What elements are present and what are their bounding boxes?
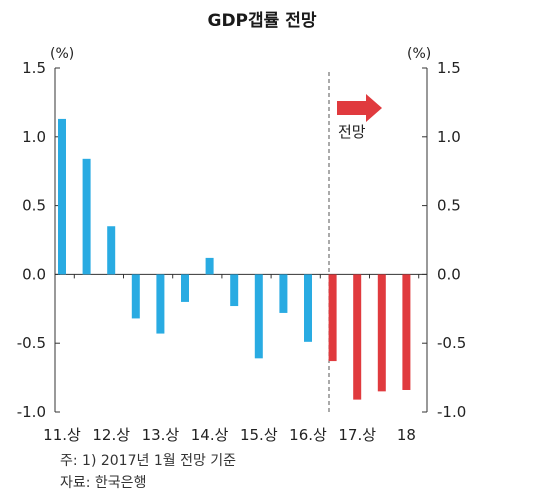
bar-actual [279,274,288,313]
note-line-2: 자료: 한국은행 [60,475,146,491]
y-tick-label-left: 0.5 [22,197,46,215]
bar-actual [156,274,165,334]
right-tick-labels: 1.5 1.0 0.5 0.0 -0.5 -1.0 [422,59,466,421]
bar-actual [131,274,140,319]
chart-title: GDP갭률 전망 [207,11,316,31]
left-unit-label: (%) [50,46,74,62]
x-tick-label: 12.상 [92,426,130,444]
bar-forecast [328,274,337,362]
x-tick-label: 11.상 [43,426,81,444]
y-tick-label-right: 1.0 [437,128,461,146]
x-tick-label: 14.상 [191,426,229,444]
forecast-label: 전망 [338,123,366,141]
bar-actual [205,257,214,275]
y-tick-label-left: 0.0 [22,265,46,283]
x-tick-label: 16.상 [289,426,327,444]
y-tick-label-left: -1.0 [17,403,46,421]
bar-forecast [377,274,386,392]
bar-actual [254,274,263,359]
bar-actual [181,274,189,302]
bar-actual [230,274,239,307]
x-tick-label: 18 [397,426,416,444]
bar-actual [107,226,116,275]
bars [58,118,420,400]
bar-actual [58,118,66,275]
y-tick-label-right: 0.5 [437,197,461,215]
x-tick-label: 13.상 [142,426,180,444]
right-unit-label: (%) [407,46,431,62]
x-tick-label: 15.상 [240,426,278,444]
bar-actual [304,274,312,342]
y-tick-label-left: -0.5 [17,334,46,352]
x-tick-labels: 11.상 12.상 13.상 14.상 15.상 16.상 17.상 18 [43,426,416,444]
bar-forecast [353,274,362,400]
y-tick-label-left: 1.5 [22,59,46,77]
x-tick-label: 17.상 [338,426,376,444]
forecast-arrow-icon [337,94,382,122]
y-tick-label-right: 1.5 [437,59,461,77]
bar-actual [82,158,91,275]
left-tick-labels: 1.5 1.0 0.5 0.0 -0.5 -1.0 [17,59,60,421]
y-tick-label-right: -1.0 [437,403,466,421]
bar-forecast [402,274,411,390]
y-tick-label-left: 1.0 [22,128,46,146]
y-tick-label-right: 0.0 [437,265,461,283]
y-tick-label-right: -0.5 [437,334,466,352]
note-line-1: 주: 1) 2017년 1월 전망 기준 [60,453,236,469]
